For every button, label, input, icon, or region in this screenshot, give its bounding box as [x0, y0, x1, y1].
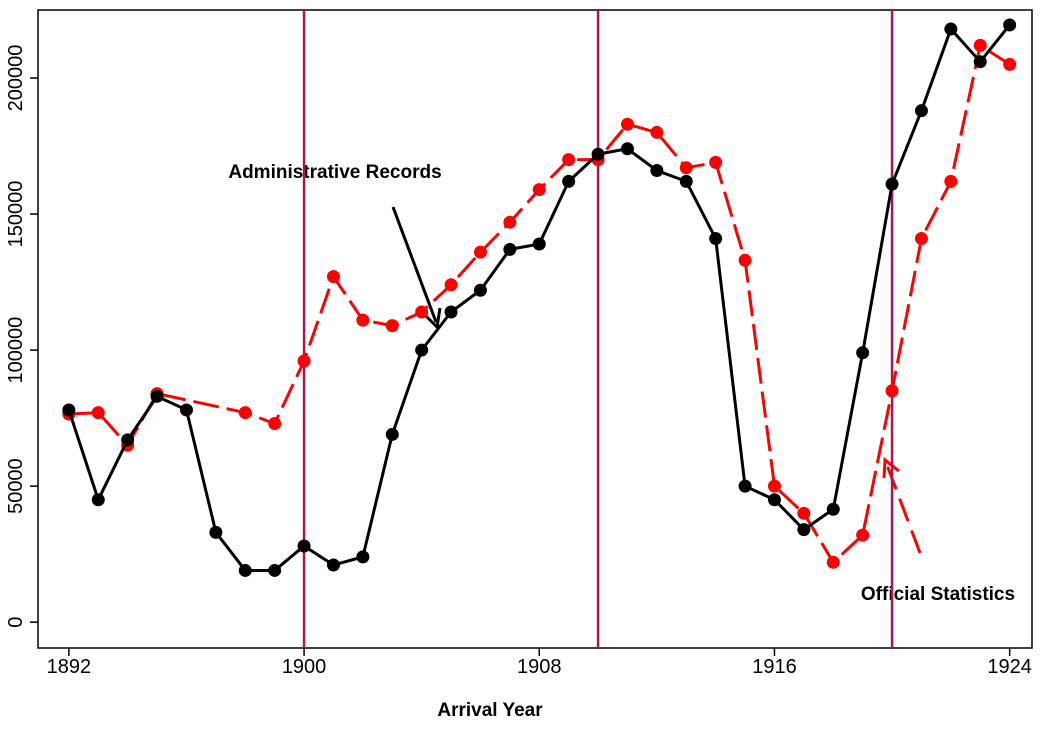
data-point — [738, 253, 752, 267]
data-point — [268, 563, 282, 577]
y-tick-label: 50000 — [5, 458, 27, 514]
annotation: Administrative Records — [228, 162, 441, 183]
data-point — [709, 155, 723, 169]
data-point — [415, 343, 429, 357]
data-point — [444, 305, 458, 319]
data-point — [91, 406, 105, 420]
data-point — [826, 555, 840, 569]
data-point — [944, 22, 958, 36]
data-point — [150, 389, 164, 403]
y-tick-label: 150000 — [5, 181, 27, 248]
x-tick-label: 1900 — [282, 656, 327, 678]
data-point — [238, 406, 252, 420]
x-tick-label: 1924 — [987, 656, 1032, 678]
data-point — [885, 384, 899, 398]
data-point — [738, 479, 752, 493]
series-line — [67, 24, 1011, 572]
data-point — [532, 237, 546, 251]
data-point — [797, 523, 811, 537]
y-tick-label: 100000 — [5, 317, 27, 384]
data-point — [944, 174, 958, 188]
data-point — [121, 433, 135, 447]
data-point — [797, 506, 811, 520]
data-point — [767, 493, 781, 507]
data-point — [356, 550, 370, 564]
annotation: Official Statistics — [861, 584, 1015, 605]
data-point — [562, 153, 576, 167]
data-point — [885, 177, 899, 191]
data-point — [326, 270, 340, 284]
x-tick-label: 1908 — [517, 656, 562, 678]
data-point — [297, 539, 311, 553]
data-point — [767, 479, 781, 493]
data-point — [650, 125, 664, 139]
data-point — [473, 283, 487, 297]
annotation-arrow — [882, 457, 922, 554]
y-tick-label: 0 — [5, 617, 27, 628]
data-point — [209, 525, 223, 539]
data-point — [679, 161, 693, 175]
y-tick-label: 200000 — [5, 45, 27, 112]
data-point — [415, 305, 429, 319]
x-tick-label: 1892 — [47, 656, 92, 678]
data-point — [591, 147, 605, 161]
data-point — [62, 403, 76, 417]
data-point — [562, 174, 576, 188]
data-point — [326, 558, 340, 572]
data-point — [91, 493, 105, 507]
data-point — [179, 403, 193, 417]
data-point — [473, 245, 487, 259]
x-tick-label: 1916 — [752, 656, 797, 678]
data-point — [444, 278, 458, 292]
data-point — [709, 232, 723, 246]
data-point — [356, 313, 370, 327]
series-line — [68, 42, 1011, 565]
data-point — [297, 354, 311, 368]
data-point — [1003, 18, 1017, 32]
data-point — [503, 242, 517, 256]
data-point — [914, 104, 928, 118]
data-point — [826, 502, 840, 516]
data-point — [620, 142, 634, 156]
x-axis-label: Arrival Year — [437, 700, 543, 721]
data-point — [856, 528, 870, 542]
data-point — [385, 319, 399, 333]
data-point — [973, 55, 987, 69]
data-point — [385, 427, 399, 441]
annotation-arrow — [391, 206, 442, 331]
data-point — [268, 417, 282, 431]
data-point — [532, 183, 546, 197]
data-point — [503, 215, 517, 229]
data-point — [914, 232, 928, 246]
data-point — [679, 174, 693, 188]
data-point — [238, 563, 252, 577]
data-point — [856, 346, 870, 360]
data-point — [973, 38, 987, 52]
data-point — [620, 117, 634, 131]
plot-frame — [37, 9, 1033, 649]
data-point — [1003, 57, 1017, 71]
data-point — [650, 164, 664, 178]
